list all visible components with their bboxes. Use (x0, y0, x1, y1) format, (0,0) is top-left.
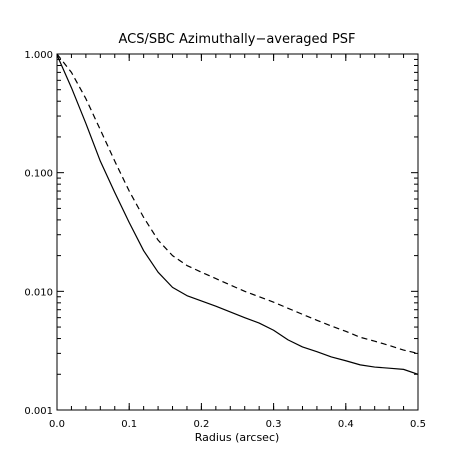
x-axis-title: Radius (arcsec) (195, 431, 280, 444)
series-line-solid (56, 54, 419, 375)
y-tick-label: 0.010 (24, 287, 53, 298)
series-layer (56, 53, 419, 375)
x-tick-label: 0.5 (410, 419, 426, 430)
y-tick-label: 0.100 (24, 169, 53, 180)
plot-frame (56, 53, 419, 411)
chart-title: ACS/SBC Azimuthally−averaged PSF (118, 32, 355, 47)
ticks-layer: 0.0 0.1 0.2 0.3 0.4 0.5 0.001 0.010 0.100 1.000 (24, 50, 426, 430)
x-tick-label: 0.1 (121, 419, 137, 430)
x-tick-label: 0.2 (193, 419, 209, 430)
y-tick-label: 0.001 (24, 406, 53, 417)
series-line-dashed (56, 53, 419, 354)
x-tick-label: 0.0 (49, 419, 65, 430)
x-tick-label: 0.3 (266, 419, 282, 430)
x-tick-label: 0.4 (338, 419, 354, 430)
y-tick-label: 1.000 (24, 50, 53, 61)
